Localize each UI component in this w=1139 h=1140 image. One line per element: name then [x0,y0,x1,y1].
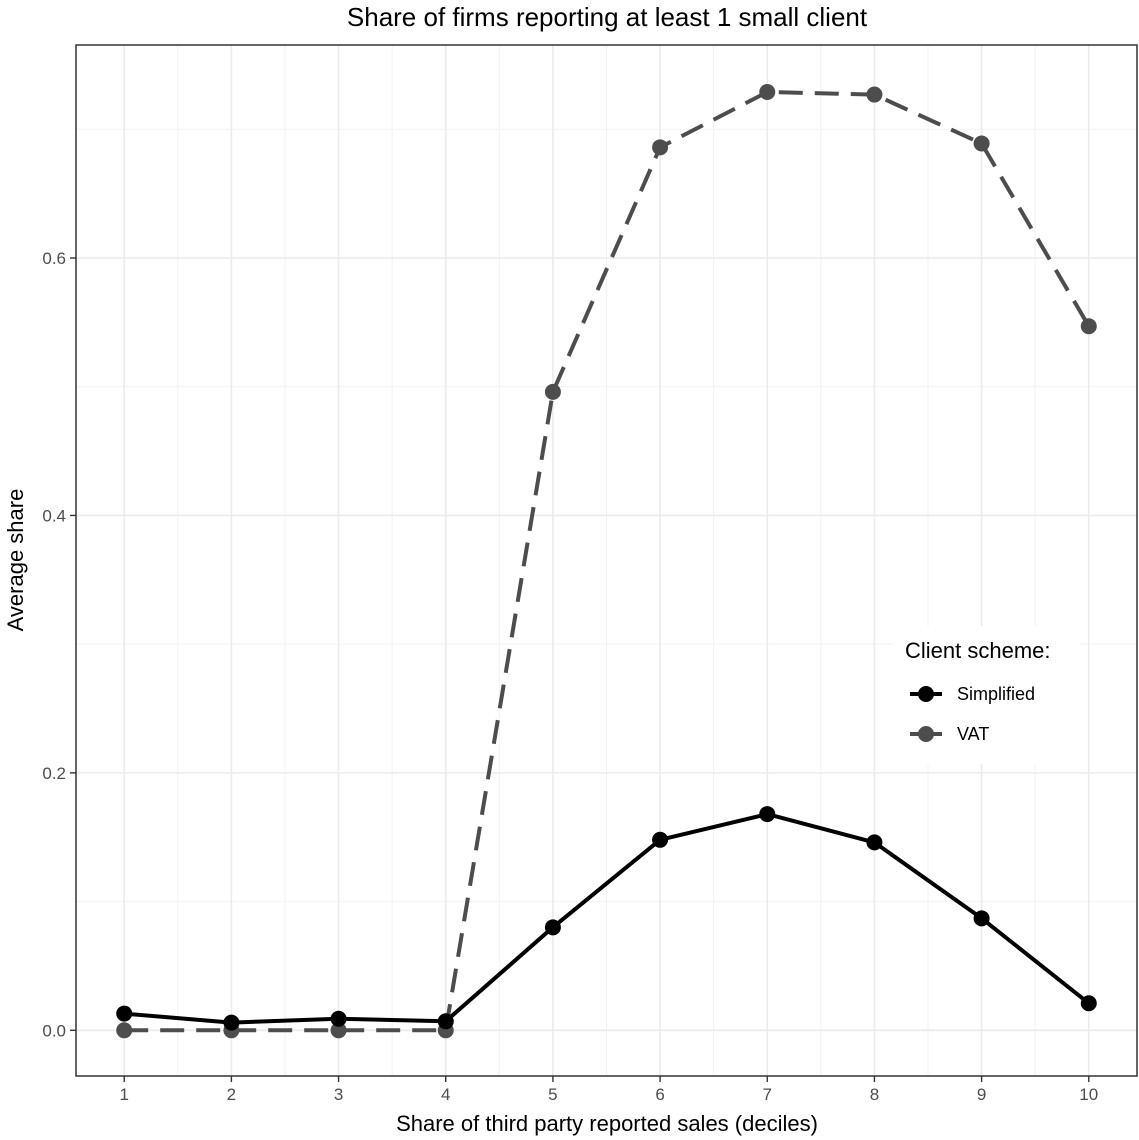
x-tick-label: 10 [1079,1085,1098,1104]
data-point-vat [759,83,776,100]
data-point-vat [652,139,669,156]
data-point-simplified [437,1013,454,1030]
x-tick-label: 5 [548,1085,557,1104]
y-axis-label: Average share [3,489,28,632]
y-tick-label: 0.2 [42,764,66,783]
data-point-simplified [1080,995,1097,1012]
data-point-vat [866,86,883,103]
data-point-simplified [223,1014,240,1031]
series-line-simplified [124,812,1091,1025]
legend: Client scheme: Simplified VAT [894,626,1080,764]
y-tick-label: 0.4 [42,506,66,525]
legend-title: Client scheme: [905,638,1051,663]
legend-item-simplified: Simplified [910,684,1035,704]
data-point-vat [116,1022,133,1039]
legend-key-point-vat [918,726,934,742]
data-point-simplified [330,1010,347,1027]
data-point-simplified [544,919,561,936]
data-point-simplified [759,806,776,823]
y-tick-label: 0.6 [42,249,66,268]
x-tick-label: 6 [655,1085,664,1104]
data-point-simplified [116,1005,133,1022]
x-tick-label: 4 [441,1085,450,1104]
legend-item-vat: VAT [910,724,989,744]
data-point-vat [330,1022,347,1039]
legend-key-point-simplified [918,686,934,702]
series-simplified [116,806,1097,1031]
x-tick-label: 8 [870,1085,879,1104]
legend-label-vat: VAT [957,724,989,744]
x-tick-label: 3 [334,1085,343,1104]
x-tick-label: 2 [227,1085,236,1104]
x-axis-label: Share of third party reported sales (dec… [396,1111,818,1136]
series-line-vat [124,90,1091,1033]
y-axis: 0.0 0.2 0.4 0.6 [42,249,76,1040]
data-point-simplified [866,834,883,851]
x-tick-label: 9 [977,1085,986,1104]
data-point-vat [544,383,561,400]
chart-title: Share of firms reporting at least 1 smal… [347,2,868,32]
x-tick-label: 7 [763,1085,772,1104]
y-tick-label: 0.0 [42,1021,66,1040]
grid [76,45,1137,1076]
legend-label-simplified: Simplified [957,684,1035,704]
series-layer [116,83,1097,1039]
x-tick-label: 1 [119,1085,128,1104]
data-point-vat [973,135,990,152]
x-axis: 1 2 3 4 5 6 7 8 9 10 [119,1076,1098,1104]
data-point-simplified [973,910,990,927]
plot-panel-border [75,44,1138,1077]
data-point-simplified [652,831,669,848]
data-point-vat [1080,318,1097,335]
